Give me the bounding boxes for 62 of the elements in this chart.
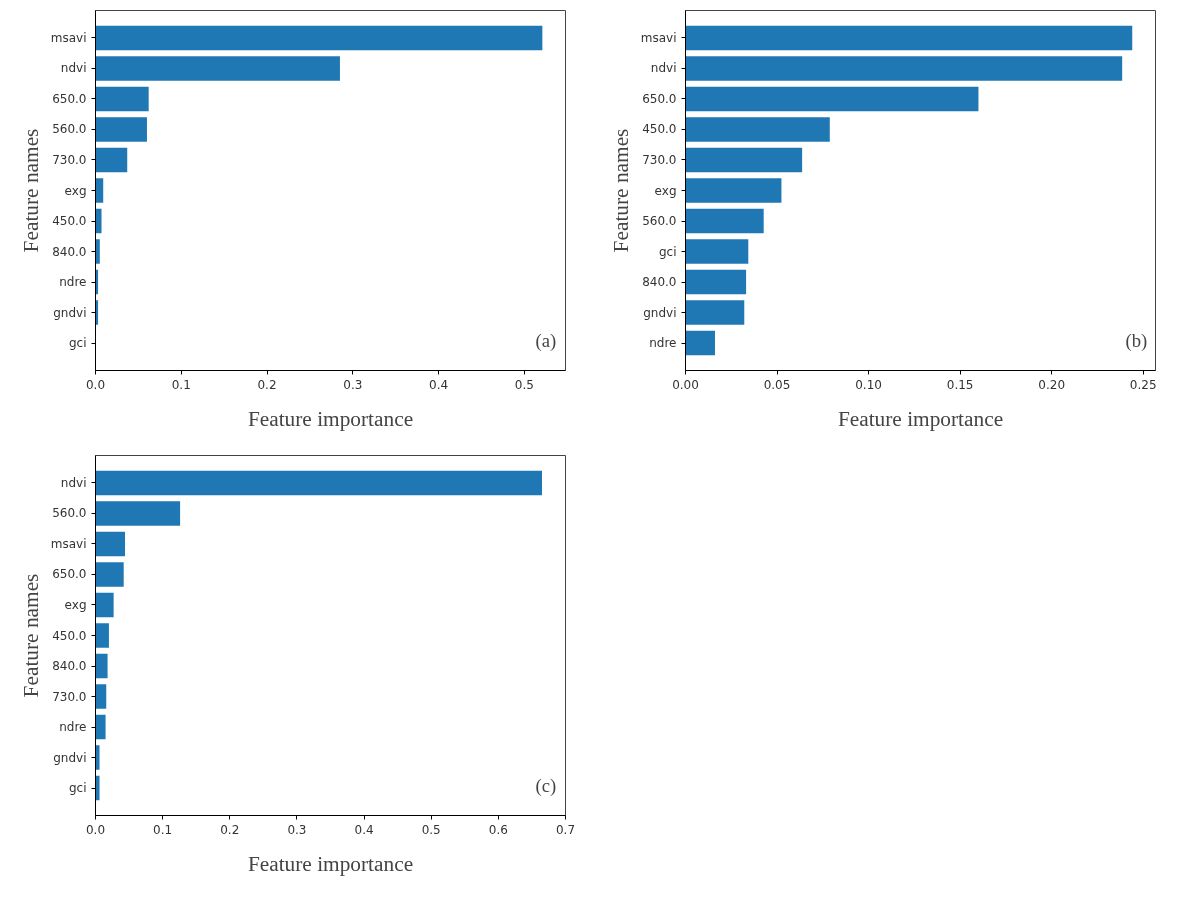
x-tick-label: 0.25 xyxy=(1129,377,1157,392)
x-tick-label: 0.5 xyxy=(421,822,441,837)
x-tick-label: 0.4 xyxy=(429,377,449,392)
y-tick-label: 450.0 xyxy=(642,122,677,137)
y-axis-title: Feature names xyxy=(18,573,43,698)
x-axis-title: Feature importance xyxy=(837,406,1004,431)
y-tick-label: gndvi xyxy=(643,305,677,320)
x-tick-label: 0.5 xyxy=(514,377,534,392)
annotation: (c) xyxy=(535,774,557,797)
y-tick-label: exg xyxy=(654,183,677,198)
y-tick-label: msavi xyxy=(50,30,87,45)
x-tick-label: 0.10 xyxy=(855,377,882,392)
y-tick-label: 730.0 xyxy=(642,152,677,167)
x-tick-label: 0.1 xyxy=(171,377,191,392)
x-tick-label: 0.3 xyxy=(287,822,307,837)
y-tick-label: ndre xyxy=(59,275,87,290)
y-tick-label: 450.0 xyxy=(52,214,87,229)
x-axis-title: Feature importance xyxy=(247,851,414,876)
y-tick-label: 650.0 xyxy=(52,567,87,582)
x-tick-label: 0.2 xyxy=(220,822,240,837)
y-tick-label: 650.0 xyxy=(52,91,87,106)
y-tick-label: msavi xyxy=(50,536,87,551)
x-tick-label: 0.6 xyxy=(488,822,508,837)
x-tick-label: 0.00 xyxy=(672,377,699,392)
x-tick-label: 0.1 xyxy=(153,822,173,837)
y-tick-label: 840.0 xyxy=(642,275,677,290)
y-tick-label: 840.0 xyxy=(52,659,87,674)
y-axis-title: Feature names xyxy=(608,128,633,253)
y-tick-label: msavi xyxy=(640,30,677,45)
y-tick-label: exg xyxy=(64,597,87,612)
x-axis-title: Feature importance xyxy=(247,406,414,431)
y-axis-title: Feature names xyxy=(18,128,43,253)
y-tick-label: gci xyxy=(68,336,87,351)
y-tick-label: ndre xyxy=(59,720,87,735)
y-tick-label: 560.0 xyxy=(52,506,87,521)
y-tick-label: 730.0 xyxy=(52,152,87,167)
annotation: (b) xyxy=(1125,329,1148,352)
y-tick-label: 840.0 xyxy=(52,244,87,259)
y-tick-label: 730.0 xyxy=(52,689,87,704)
x-tick-label: 0.05 xyxy=(763,377,791,392)
x-tick-label: 0.2 xyxy=(257,377,277,392)
x-tick-label: 0.0 xyxy=(85,377,106,392)
y-tick-label: gci xyxy=(658,244,677,259)
y-tick-label: gndvi xyxy=(53,305,87,320)
y-tick-label: 560.0 xyxy=(642,214,677,229)
y-tick-label: gci xyxy=(68,781,87,796)
annotation: (a) xyxy=(535,329,557,352)
x-tick-label: 0.4 xyxy=(354,822,374,837)
x-tick-label: 0.15 xyxy=(946,377,974,392)
y-tick-label: ndvi xyxy=(60,475,87,490)
y-tick-label: 650.0 xyxy=(642,91,677,106)
x-tick-label: 0.20 xyxy=(1038,377,1066,392)
x-tick-label: 0.7 xyxy=(555,822,576,837)
x-tick-label: 0.0 xyxy=(85,822,106,837)
y-tick-label: gndvi xyxy=(53,750,87,765)
y-tick-label: 560.0 xyxy=(52,122,87,137)
y-tick-label: ndvi xyxy=(650,61,677,76)
y-tick-label: exg xyxy=(64,183,87,198)
y-tick-label: ndvi xyxy=(60,61,87,76)
x-tick-label: 0.3 xyxy=(343,377,363,392)
y-tick-label: 450.0 xyxy=(52,628,87,643)
y-tick-label: ndre xyxy=(649,336,677,351)
